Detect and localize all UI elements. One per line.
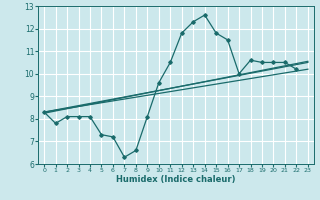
X-axis label: Humidex (Indice chaleur): Humidex (Indice chaleur) xyxy=(116,175,236,184)
